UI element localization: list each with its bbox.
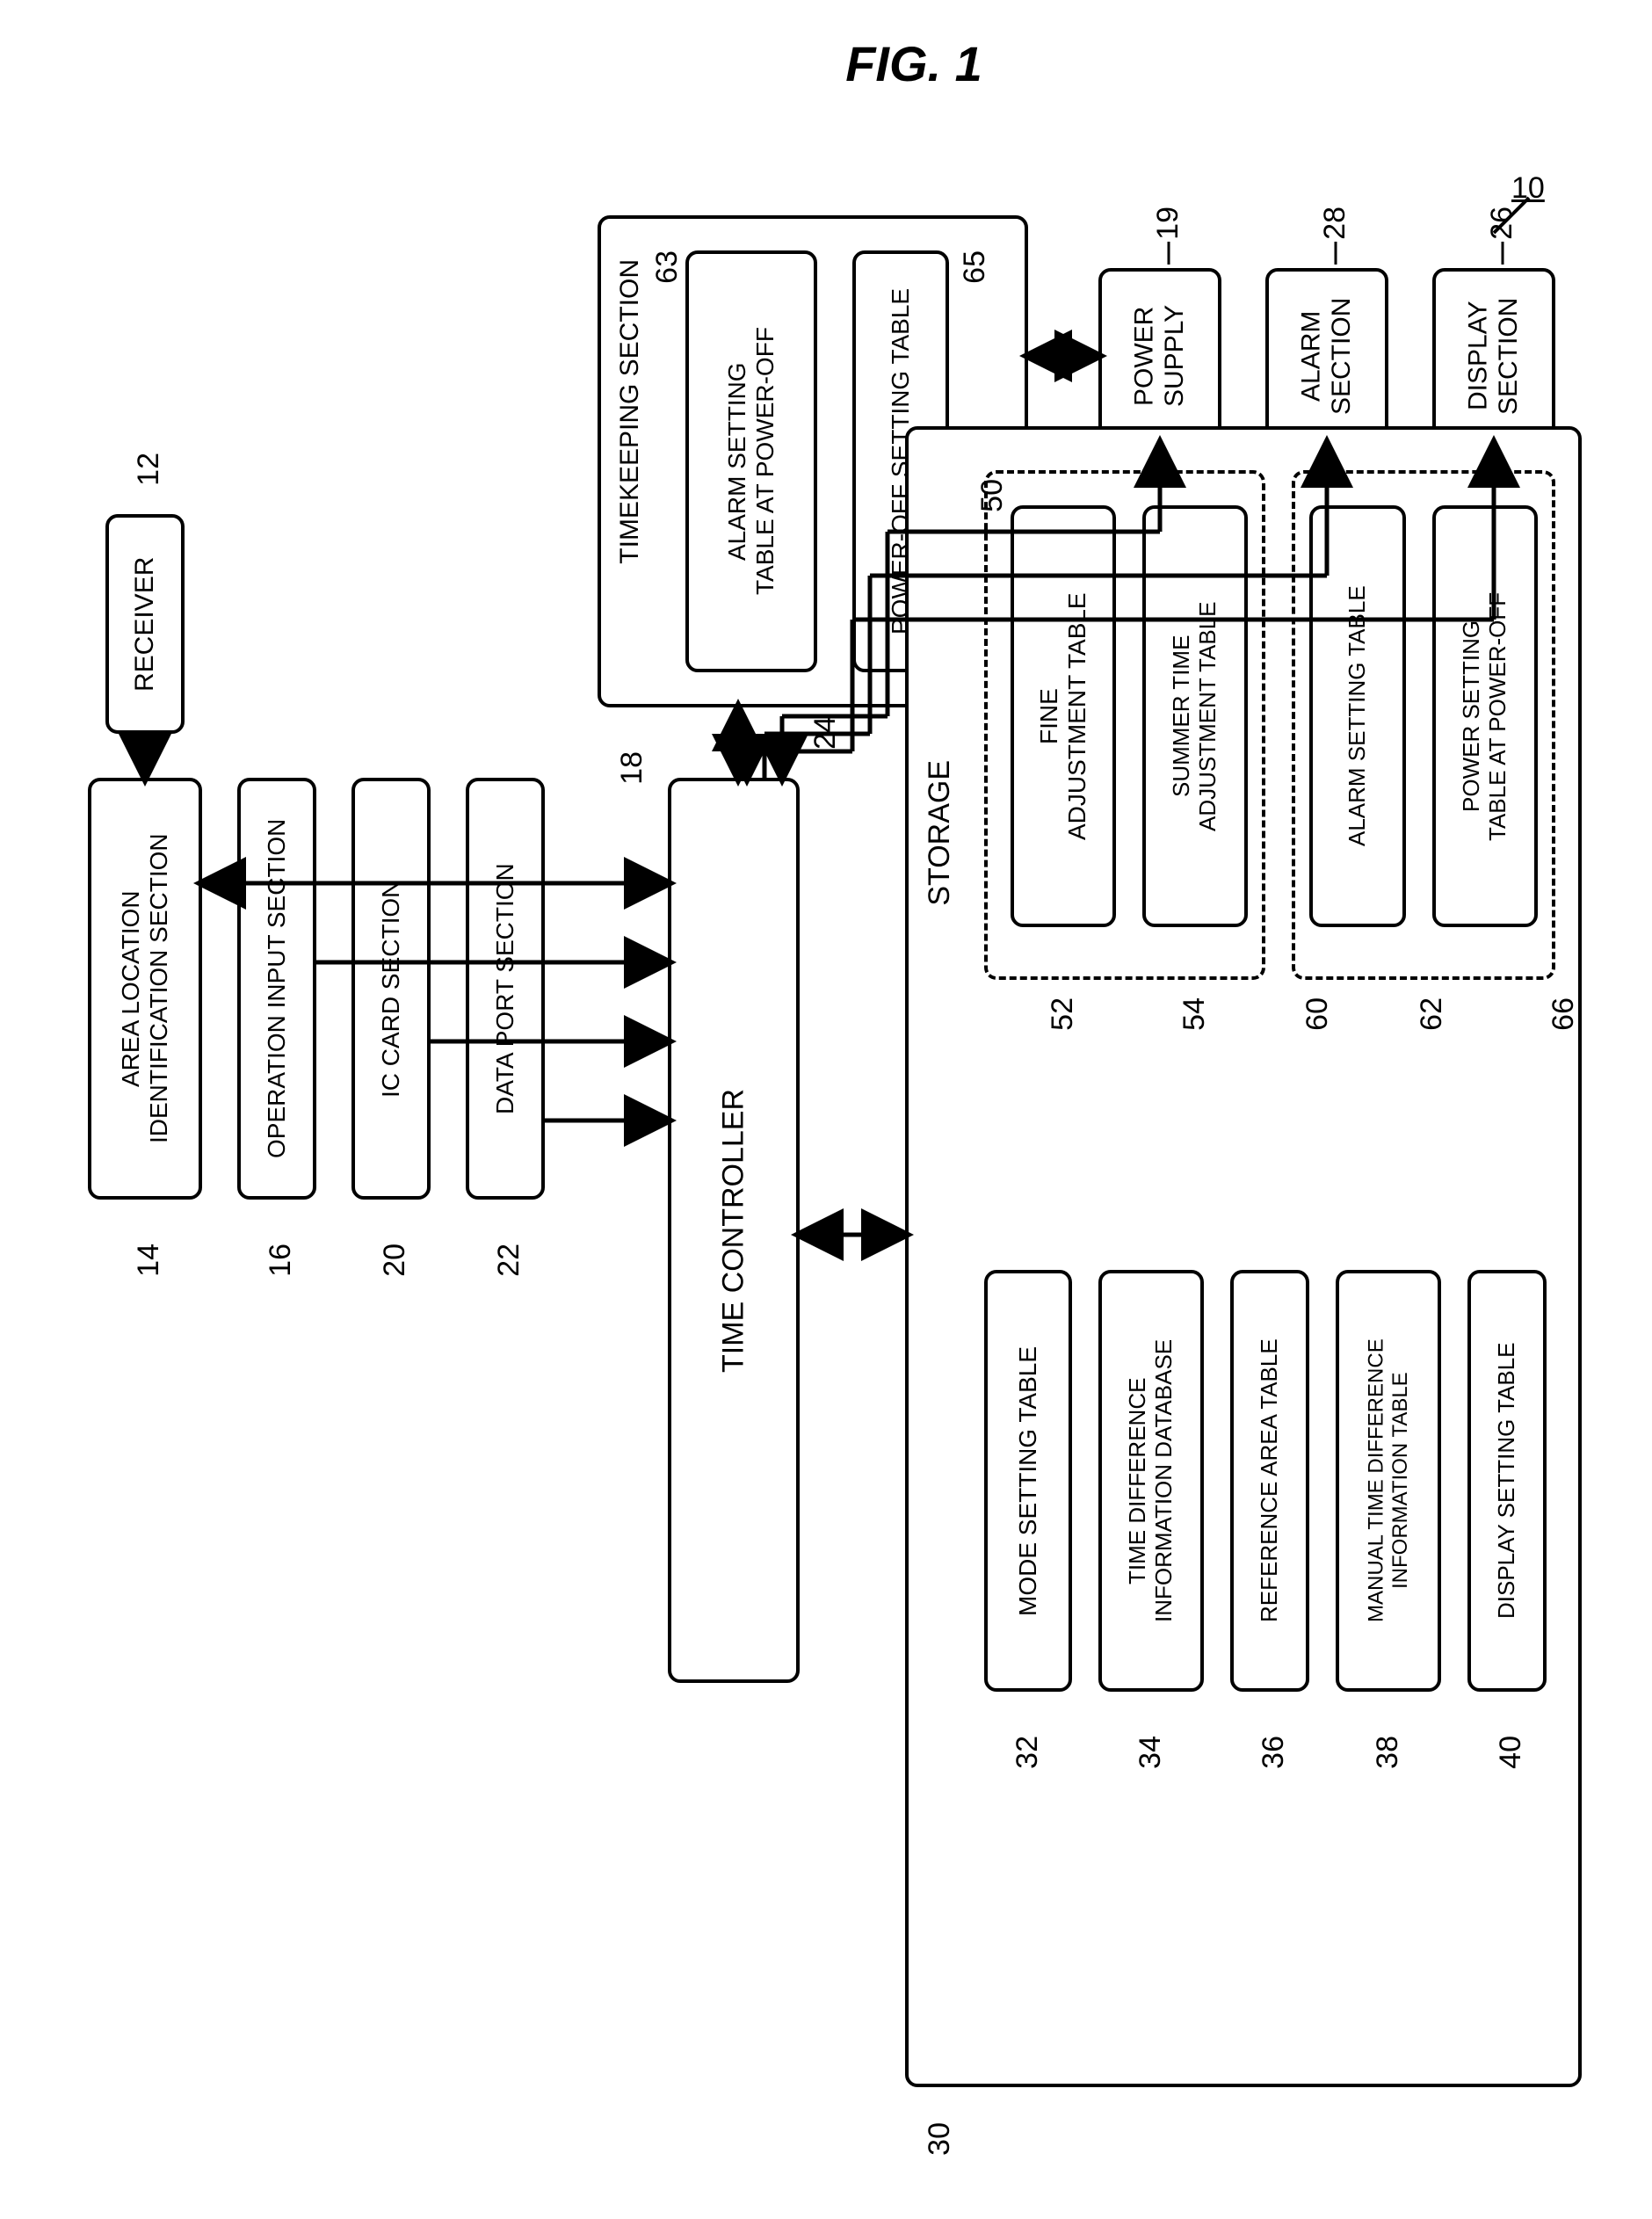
fine-adj-block: FINEADJUSTMENT TABLE bbox=[1011, 505, 1116, 927]
group50-ref: 50 bbox=[975, 479, 1010, 512]
time-controller-block: TIME CONTROLLER bbox=[668, 778, 800, 1683]
manual-td-ref: 38 bbox=[1371, 1736, 1405, 1769]
power-supply-ref: 19 bbox=[1151, 207, 1185, 240]
area-location-block: AREA LOCATIONIDENTIFICATION SECTION bbox=[88, 778, 202, 1200]
display-setting-block: DISPLAY SETTING TABLE bbox=[1467, 1270, 1547, 1692]
ref-area-ref: 36 bbox=[1257, 1736, 1291, 1769]
data-port-ref: 22 bbox=[492, 1244, 526, 1277]
time-controller-ref: 24 bbox=[808, 716, 843, 750]
poweroff-ref: 65 bbox=[958, 250, 992, 284]
fine-adj-ref: 52 bbox=[1046, 997, 1080, 1031]
display-section-block: DISPLAYSECTION bbox=[1432, 268, 1555, 444]
mode-setting-ref: 32 bbox=[1011, 1736, 1045, 1769]
area-location-ref: 14 bbox=[132, 1244, 166, 1277]
timekeeping-ref: 18 bbox=[615, 751, 649, 785]
op-input-ref: 16 bbox=[264, 1244, 298, 1277]
power-supply-block: POWERSUPPLY bbox=[1098, 268, 1221, 444]
power-set-ref: 66 bbox=[1547, 997, 1581, 1031]
system-ref-label: 10 bbox=[1511, 171, 1545, 206]
ic-card-block: IC CARD SECTION bbox=[351, 778, 431, 1200]
alarm-off-block: ALARM SETTINGTABLE AT POWER-OFF bbox=[685, 250, 817, 672]
mode-setting-block: MODE SETTING TABLE bbox=[984, 1270, 1072, 1692]
summer-block: SUMMER TIMEADJUSTMENT TABLE bbox=[1142, 505, 1248, 927]
alarm-section-block: ALARMSECTION bbox=[1265, 268, 1388, 444]
figure-title: FIG. 1 bbox=[211, 35, 1617, 92]
storage-title: STORAGE bbox=[923, 760, 957, 906]
alarm-set-block: ALARM SETTING TABLE bbox=[1309, 505, 1406, 927]
receiver-block: RECEIVER bbox=[105, 514, 185, 734]
op-input-block: OPERATION INPUT SECTION bbox=[237, 778, 316, 1200]
diagram-canvas: 10 RECEIVER 12 AREA LOCATIONIDENTIFICATI… bbox=[35, 119, 1599, 2184]
storage-ref: 30 bbox=[923, 2122, 957, 2156]
data-port-block: DATA PORT SECTION bbox=[466, 778, 545, 1200]
ic-card-ref: 20 bbox=[378, 1244, 412, 1277]
display-setting-ref: 40 bbox=[1494, 1736, 1528, 1769]
timekeeping-title: TIMEKEEPING SECTION bbox=[615, 259, 645, 564]
alarm-section-ref: 28 bbox=[1318, 207, 1352, 240]
alarm-off-ref: 63 bbox=[650, 250, 685, 284]
time-diff-db-block: TIME DIFFERENCEINFORMATION DATABASE bbox=[1098, 1270, 1204, 1692]
display-section-ref: 26 bbox=[1485, 207, 1519, 240]
time-diff-db-ref: 34 bbox=[1134, 1736, 1168, 1769]
alarm-set-ref: 62 bbox=[1415, 997, 1449, 1031]
ref-area-block: REFERENCE AREA TABLE bbox=[1230, 1270, 1309, 1692]
manual-td-block: MANUAL TIME DIFFERENCEINFORMATION TABLE bbox=[1336, 1270, 1441, 1692]
power-set-block: POWER SETTINGTABLE AT POWER-OFF bbox=[1432, 505, 1538, 927]
receiver-ref: 12 bbox=[132, 453, 166, 486]
summer-ref: 54 bbox=[1177, 997, 1212, 1031]
group60-ref: 60 bbox=[1301, 997, 1335, 1031]
